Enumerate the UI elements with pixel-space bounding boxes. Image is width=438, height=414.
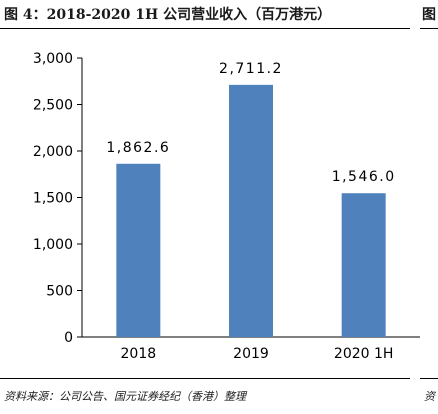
y-tick-label: 2,000 — [33, 144, 73, 160]
x-tick-label: 2020 1H — [334, 346, 394, 362]
top-rule-adjacent — [420, 28, 438, 29]
x-tick-label: 2019 — [233, 346, 269, 362]
figure-title: 图 4：2018-2020 1H 公司营业收入（百万港元） — [4, 7, 332, 23]
y-tick-label: 1,500 — [33, 191, 73, 207]
bottom-rule-adjacent — [420, 378, 438, 379]
y-tick-label: 0 — [64, 330, 73, 346]
y-tick-label: 3,000 — [33, 51, 73, 67]
data-label: 1,862.6 — [106, 140, 170, 156]
x-axis: 2018 2019 2020 1H — [82, 336, 420, 362]
bar-2019 — [229, 84, 273, 337]
bottom-rule — [0, 378, 410, 379]
data-label: 2,711.2 — [219, 61, 283, 77]
y-tick-label: 1,000 — [33, 237, 73, 253]
x-tick-label: 2018 — [121, 346, 157, 362]
bar-2018 — [116, 163, 161, 337]
y-axis: 0 500 1,000 1,500 2,000 2,500 3,000 — [33, 51, 83, 346]
source-note-adjacent: 资 — [424, 390, 435, 403]
data-label: 1,546.0 — [332, 169, 396, 185]
y-tick-label: 2,500 — [33, 98, 73, 114]
figure-title-adjacent: 图 — [422, 7, 436, 23]
data-labels: 1,862.6 2,711.2 1,546.0 — [106, 61, 396, 185]
bar-2020-1h — [341, 193, 386, 337]
bars — [116, 84, 386, 337]
y-tick-label: 500 — [46, 284, 73, 300]
source-note: 资料来源：公司公告、国元证券经纪（香港）整理 — [4, 390, 246, 403]
top-rule — [0, 28, 410, 29]
